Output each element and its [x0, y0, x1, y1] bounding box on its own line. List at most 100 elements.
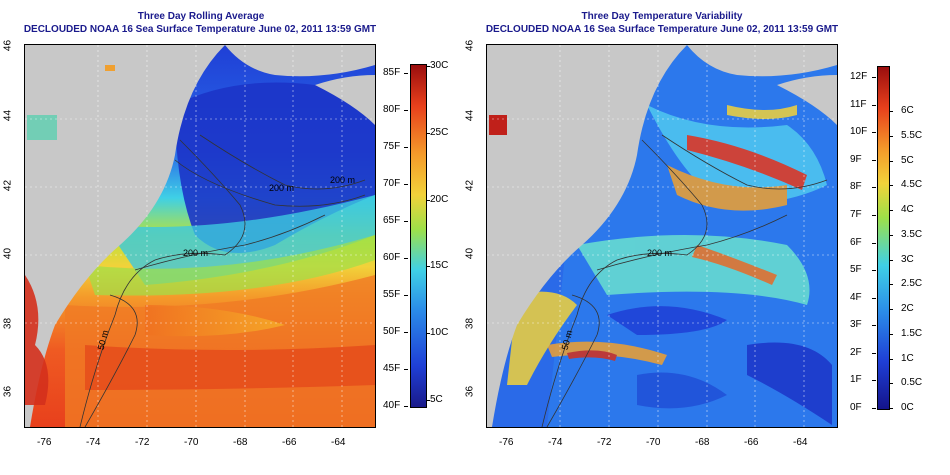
right-colorbar-c-label-tick: [889, 408, 893, 409]
right-colorbar-f-label: 5F: [850, 264, 862, 276]
right-colorbar-f-label: 12F: [850, 71, 868, 82]
lat-tick: 42: [2, 179, 14, 192]
right-colorbar-c-label: 3C: [901, 253, 914, 265]
right-colorbar: [877, 66, 890, 410]
lon-tick: -66: [282, 437, 297, 448]
right-colorbar-c-label-tick: [889, 185, 893, 187]
lat-tick: 46: [464, 39, 476, 52]
lat-tick: 46: [2, 39, 14, 52]
land-mass: [25, 45, 225, 427]
right-colorbar-f-label: 7F: [850, 208, 862, 220]
right-colorbar-c-label: 2C: [901, 303, 914, 314]
lon-tick: -64: [793, 437, 808, 448]
contour-label-200m: 200 m: [183, 248, 209, 258]
right-colorbar-f-label: 8F: [850, 181, 862, 193]
contour-label-200m: 200 m: [269, 183, 295, 193]
right-colorbar-f-label-tick: [872, 380, 876, 382]
right-colorbar-c-label: 5.5C: [901, 129, 923, 141]
lon-tick: -74: [86, 437, 101, 448]
right-colorbar-f-label-tick: [872, 352, 876, 354]
left-colorbar-c-label-tick: [426, 333, 430, 335]
lat-tick: 36: [464, 385, 476, 398]
left-title-line1: Three Day Rolling Average: [137, 11, 265, 22]
right-colorbar-c-label: 4.5C: [901, 179, 923, 191]
right-colorbar-f-label-tick: [872, 325, 876, 327]
right-colorbar-c-label-tick: [889, 111, 893, 112]
contour-label-200m: 200 m: [330, 175, 356, 185]
left-title-line2: DECLOUDED NOAA 16 Sea Surface Temperatur…: [23, 24, 377, 35]
right-colorbar-f-label-tick: [872, 214, 876, 216]
left-colorbar-f-label-tick: [404, 184, 408, 185]
left-colorbar-f-label: 40F: [383, 400, 401, 411]
left-colorbar-f-label-tick: [404, 369, 408, 370]
right-colorbar-f-label: 4F: [850, 291, 862, 303]
lon-tick: -70: [646, 437, 661, 448]
right-colorbar-c-label: 5C: [901, 154, 914, 166]
right-colorbar-c-label: 0C: [901, 402, 914, 413]
left-colorbar-f-label: 65F: [383, 215, 401, 226]
lon-tick: -68: [233, 437, 248, 448]
right-colorbar-c-label: 1.5C: [901, 327, 923, 339]
left-colorbar-c-label: 25C: [430, 126, 449, 138]
right-colorbar-c-label: 4C: [901, 204, 914, 215]
lon-tick: -66: [744, 437, 759, 448]
right-colorbar-f-label-tick: [872, 242, 876, 244]
right-colorbar-c-label: 6C: [901, 105, 914, 116]
left-colorbar-f-label-tick: [404, 73, 408, 74]
lon-tick: -76: [37, 437, 52, 448]
right-colorbar-f-label: 6F: [850, 236, 862, 248]
right-colorbar-c-label-tick: [889, 333, 893, 335]
left-colorbar-f-label-tick: [404, 147, 408, 148]
left-colorbar-f-label: 75F: [383, 141, 401, 152]
left-colorbar-f-label-tick: [404, 258, 408, 259]
left-colorbar-f-label: 70F: [383, 178, 401, 189]
right-title-line1: Three Day Temperature Variability: [581, 11, 743, 22]
lat-tick: 36: [2, 385, 14, 398]
right-colorbar-f-label-tick: [872, 77, 876, 78]
right-colorbar-c-label-tick: [889, 259, 893, 261]
lon-tick: -74: [548, 437, 563, 448]
lon-tick: -72: [597, 437, 612, 448]
right-colorbar-c-label-tick: [889, 210, 893, 211]
left-colorbar-f-label-tick: [404, 295, 408, 296]
left-colorbar-f-label: 85F: [383, 67, 401, 78]
left-colorbar-c-label-tick: [426, 66, 430, 67]
lon-tick: -72: [135, 437, 150, 448]
left-sst-map: 200 m 200 m 200 m 50 m: [24, 44, 376, 428]
right-colorbar-f-label: 0F: [850, 402, 862, 413]
left-colorbar-f-label-tick: [404, 221, 408, 222]
lat-tick: 38: [2, 317, 14, 330]
land-mass: [487, 45, 687, 427]
left-colorbar-f-label-tick: [404, 110, 408, 111]
right-colorbar-f-label-tick: [872, 187, 876, 189]
right-colorbar-c-label-tick: [889, 383, 893, 385]
lon-tick: -76: [499, 437, 514, 448]
right-colorbar-f-label: 9F: [850, 153, 862, 165]
lat-tick: 44: [2, 109, 14, 122]
right-colorbar-c-label-tick: [889, 135, 893, 137]
right-colorbar-f-label: 10F: [850, 126, 868, 138]
left-colorbar-c-label-tick: [426, 199, 430, 201]
left-colorbar-c-label-tick: [426, 132, 430, 134]
right-colorbar-c-label: 1C: [901, 352, 914, 364]
lat-tick: 42: [464, 179, 476, 192]
left-colorbar-f-label: 80F: [383, 104, 401, 115]
lon-tick: -64: [331, 437, 346, 448]
left-colorbar-f-label-tick: [404, 332, 408, 333]
left-colorbar-c-label: 10C: [430, 327, 449, 339]
right-colorbar-f-label-tick: [872, 104, 876, 106]
left-colorbar-f-label: 55F: [383, 289, 401, 300]
right-colorbar-c-label-tick: [889, 234, 893, 236]
right-colorbar-c-label-tick: [889, 284, 893, 286]
right-colorbar-f-label-tick: [872, 408, 876, 409]
right-colorbar-f-label-tick: [872, 297, 876, 299]
right-colorbar-c-label: 3.5C: [901, 228, 923, 240]
left-colorbar-c-label-tick: [426, 266, 430, 268]
lat-tick: 40: [2, 247, 14, 260]
right-colorbar-f-label-tick: [872, 270, 876, 272]
right-colorbar-c-label: 0.5C: [901, 377, 923, 389]
contour-label-200m: 200 m: [647, 248, 673, 258]
right-colorbar-f-label: 11F: [850, 98, 867, 110]
left-colorbar-c-label: 15C: [430, 260, 449, 272]
left-colorbar-f-label: 60F: [383, 252, 401, 263]
